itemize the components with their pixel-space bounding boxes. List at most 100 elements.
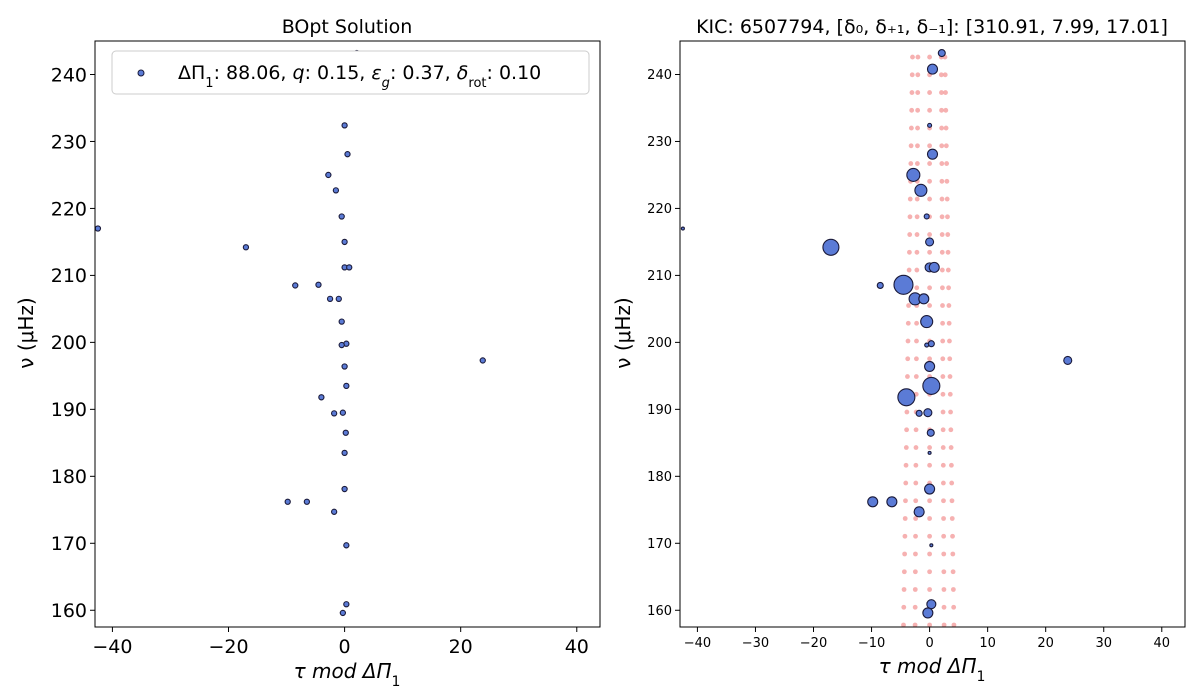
right-y-tick-label: 180 bbox=[647, 470, 672, 485]
right-reference-point bbox=[945, 267, 951, 273]
legend-delta-val: : 0.10 bbox=[487, 62, 542, 84]
left-y-tick-label: 220 bbox=[51, 198, 87, 220]
left-data-point bbox=[341, 485, 348, 493]
right-x-tick-label: 40 bbox=[1154, 636, 1171, 651]
right-data-point bbox=[906, 167, 921, 182]
right-reference-point bbox=[946, 303, 952, 308]
right-reference-point bbox=[943, 143, 949, 149]
right-reference-point bbox=[938, 72, 944, 78]
right-reference-point bbox=[927, 178, 932, 184]
left-data-point bbox=[341, 238, 348, 246]
right-data-point bbox=[926, 148, 939, 160]
right-reference-point bbox=[902, 533, 908, 539]
right-reference-point bbox=[906, 267, 912, 273]
right-reference-point bbox=[948, 445, 954, 450]
right-reference-point bbox=[944, 161, 950, 166]
right-reference-point bbox=[914, 196, 920, 202]
right-reference-point bbox=[906, 303, 911, 308]
right-reference-point bbox=[915, 107, 921, 113]
right-reference-point bbox=[927, 445, 932, 450]
right-reference-point bbox=[927, 587, 932, 592]
right-reference-point bbox=[908, 143, 914, 149]
right-reference-point bbox=[927, 161, 932, 166]
right-reference-point bbox=[914, 285, 920, 291]
right-data-point bbox=[922, 607, 934, 619]
right-reference-point bbox=[927, 249, 932, 255]
right-reference-point bbox=[946, 320, 952, 326]
right-y-tick-label: 210 bbox=[647, 269, 672, 284]
right-reference-point bbox=[940, 285, 945, 291]
right-data-point bbox=[927, 122, 933, 128]
right-reference-point bbox=[907, 249, 912, 255]
left-data-point bbox=[341, 449, 348, 457]
right-reference-point bbox=[914, 356, 919, 362]
right-reference-point bbox=[939, 178, 945, 184]
right-reference-point bbox=[914, 232, 920, 237]
right-axes-frame bbox=[679, 40, 1186, 628]
right-data-point bbox=[920, 315, 934, 329]
right-reference-point bbox=[927, 356, 932, 362]
right-reference-point bbox=[947, 338, 952, 344]
left-data-point bbox=[342, 429, 349, 436]
left-data-point bbox=[344, 151, 351, 158]
right-reference-point bbox=[912, 622, 918, 628]
right-reference-point bbox=[939, 214, 945, 220]
right-reference-point bbox=[940, 303, 945, 308]
right-reference-point bbox=[941, 569, 947, 575]
right-data-point bbox=[897, 388, 916, 407]
right-reference-point bbox=[903, 498, 908, 504]
left-x-tick-label: 0 bbox=[339, 636, 351, 658]
right-reference-point bbox=[913, 480, 919, 486]
left-y-tick-label: 180 bbox=[51, 466, 87, 488]
left-x-tick-label: −20 bbox=[208, 636, 248, 658]
left-data-point bbox=[332, 187, 340, 194]
right-reference-point bbox=[950, 533, 955, 539]
right-reference-point bbox=[944, 178, 950, 184]
left-x-tick-label: 20 bbox=[449, 636, 473, 658]
left-plot-area: −40 −20 0 20 40 160 170 180 190 200 210 220 230 240 bbox=[51, 40, 601, 658]
right-x-tick-label: −10 bbox=[858, 636, 885, 651]
left-data-point bbox=[330, 410, 338, 417]
legend-q-val: : 0.15, bbox=[305, 62, 372, 84]
right-reference-point bbox=[940, 320, 946, 326]
right-reference-point bbox=[927, 462, 932, 468]
left-data-point bbox=[346, 264, 353, 271]
right-reference-point bbox=[915, 90, 921, 95]
right-reference-point bbox=[914, 161, 920, 166]
right-reference-point bbox=[939, 267, 945, 273]
right-reference-point bbox=[909, 90, 915, 95]
right-reference-point bbox=[951, 622, 957, 628]
right-x-tick-label: 30 bbox=[1095, 636, 1112, 651]
right-reference-point bbox=[940, 427, 946, 433]
right-x-tick-label: −30 bbox=[742, 636, 769, 651]
right-reference-point bbox=[941, 622, 947, 628]
right-reference-point bbox=[913, 551, 918, 557]
right-reference-point bbox=[940, 480, 946, 486]
legend-text: ΔΠ1: 88.06, q: 0.15, εg: 0.37, δrot: 0.1… bbox=[178, 62, 541, 91]
right-data-point bbox=[1063, 355, 1073, 366]
right-reference-point bbox=[940, 462, 946, 468]
right-reference-point bbox=[943, 125, 949, 131]
right-reference-point bbox=[949, 498, 955, 504]
right-reference-point bbox=[910, 54, 915, 60]
right-reference-point bbox=[948, 427, 954, 433]
right-reference-point bbox=[947, 374, 953, 379]
right-reference-point bbox=[941, 516, 946, 521]
right-x-tick-label: −20 bbox=[800, 636, 827, 651]
right-reference-point bbox=[927, 569, 932, 575]
right-reference-point bbox=[903, 445, 909, 450]
left-y-tick-label: 230 bbox=[51, 131, 87, 153]
right-data-point bbox=[926, 63, 939, 75]
right-reference-point bbox=[905, 338, 911, 344]
right-reference-point bbox=[915, 54, 921, 60]
legend-eps-val: : 0.37, bbox=[390, 62, 457, 84]
right-reference-point bbox=[949, 462, 954, 468]
right-reference-point bbox=[912, 604, 918, 610]
right-reference-point bbox=[913, 374, 919, 379]
right-reference-point bbox=[927, 232, 932, 237]
right-reference-point bbox=[950, 551, 956, 557]
left-y-tick-label: 160 bbox=[51, 600, 87, 622]
right-data-point bbox=[924, 483, 936, 495]
right-reference-point bbox=[949, 516, 955, 521]
legend-eps: ε bbox=[371, 62, 381, 84]
